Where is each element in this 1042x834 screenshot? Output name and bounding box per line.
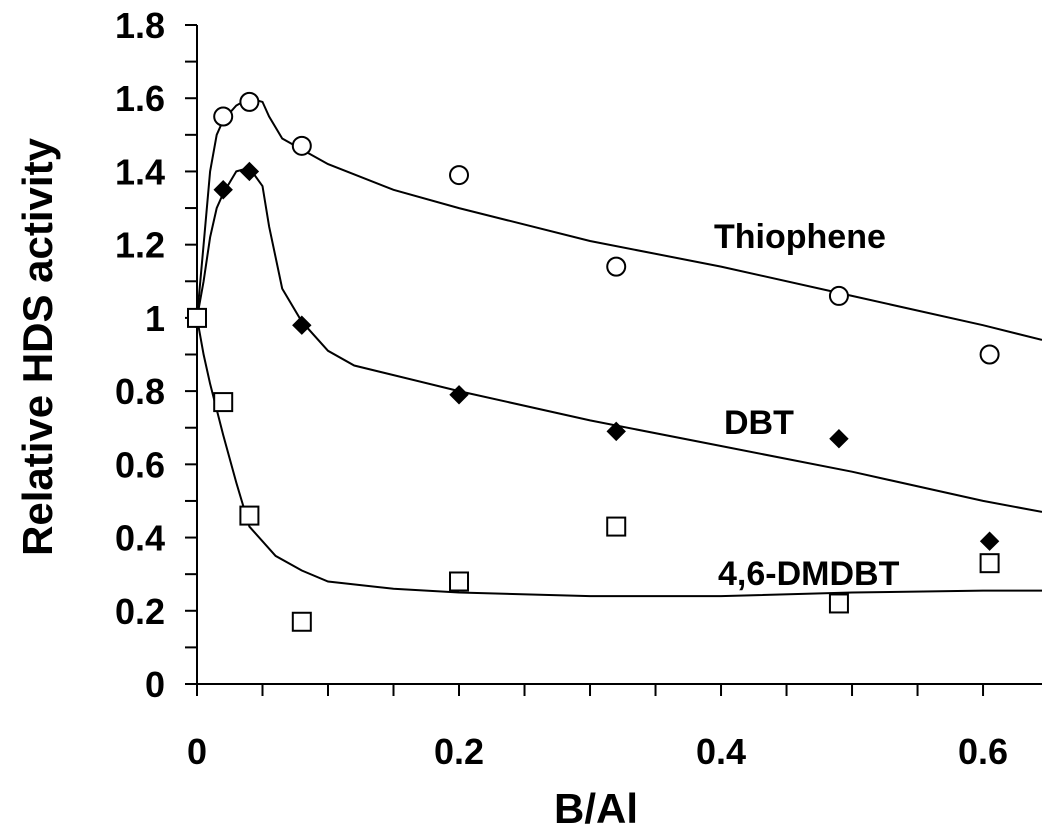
data-point-dbt — [292, 315, 312, 335]
data-point-4-6-dmdbt — [187, 307, 207, 328]
y-tick-label: 1 — [145, 298, 165, 339]
data-point-thiophene — [291, 135, 312, 156]
x-tick-label: 0.6 — [958, 731, 1008, 772]
data-point-thiophene — [239, 91, 260, 112]
data-point-thiophene — [828, 285, 849, 306]
data-point-4-6-dmdbt — [291, 611, 312, 632]
data-point-dbt — [449, 385, 469, 405]
data-point-dbt — [213, 180, 233, 200]
data-point-dbt — [829, 428, 849, 449]
y-tick-label: 1.4 — [115, 151, 165, 192]
x-tick-label: 0 — [187, 731, 207, 772]
data-point-thiophene — [606, 256, 627, 277]
trend-curve-4-6-dmdbt — [196, 317, 1042, 598]
x-axis-title: B/Al — [554, 785, 638, 832]
y-tick-label: 0.2 — [115, 591, 165, 632]
data-point-4-6-dmdbt — [239, 505, 260, 526]
series-label-thiophene: Thiophene — [714, 218, 886, 256]
series-label-4-6-dmdbt: 4,6-DMDBT — [718, 555, 900, 593]
data-point-4-6-dmdbt — [213, 392, 234, 413]
data-point-4-6-dmdbt — [449, 571, 470, 592]
data-point-dbt — [606, 421, 626, 442]
y-tick-label: 0 — [145, 664, 165, 705]
x-tick-label: 0.2 — [434, 731, 484, 772]
data-point-4-6-dmdbt — [828, 593, 849, 614]
data-markers — [187, 91, 1000, 632]
series-label-dbt: DBT — [724, 404, 794, 442]
x-tick-label: 0.4 — [696, 731, 746, 772]
y-tick-label: 0.6 — [115, 444, 165, 485]
data-point-dbt — [239, 161, 260, 182]
y-axis-title: Relative HDS activity — [14, 137, 61, 555]
data-point-thiophene — [979, 344, 1000, 365]
y-tick-label: 1.6 — [115, 78, 165, 119]
data-point-thiophene — [449, 165, 470, 186]
y-tick-label: 1.8 — [115, 5, 165, 46]
y-tick-label: 0.8 — [115, 371, 165, 412]
y-tick-label: 1.2 — [115, 225, 165, 266]
data-point-thiophene — [213, 106, 234, 127]
data-point-dbt — [979, 531, 1000, 551]
data-point-4-6-dmdbt — [606, 516, 627, 537]
axes: 0 0.2 0.4 0.6 0.8 1 1.2 1.4 1.6 1.8 0 0.2 0.4 0.6 — [115, 5, 1042, 772]
trend-curve-dbt — [196, 166, 1042, 513]
data-point-4-6-dmdbt — [979, 553, 1000, 574]
trend-curve-thiophene — [196, 97, 1042, 341]
y-tick-label: 0.4 — [115, 518, 165, 559]
series-labels: Thiophene DBT 4,6-DMDBT — [714, 218, 900, 593]
